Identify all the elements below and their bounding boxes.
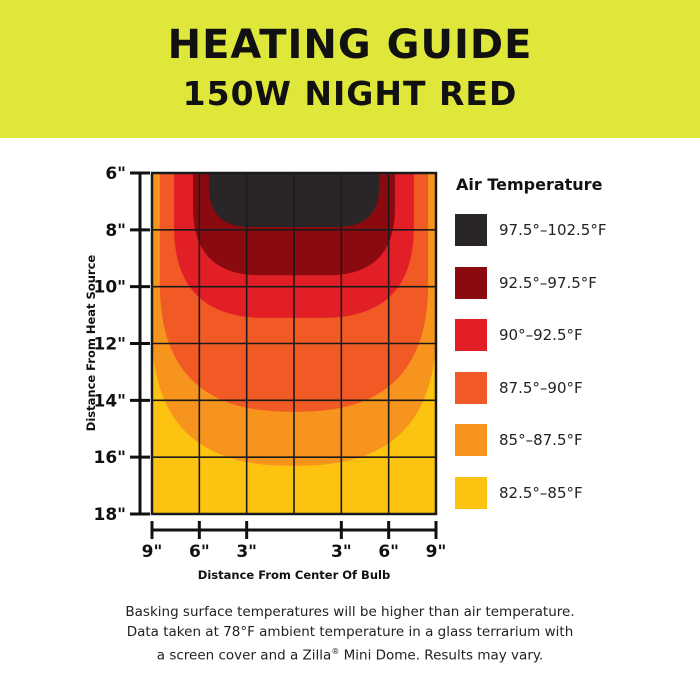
- y-tick-label: 14": [93, 391, 126, 411]
- legend-swatch: [455, 214, 487, 246]
- header-banner: HEATING GUIDE 150W NIGHT RED: [0, 0, 700, 138]
- x-axis-label: Distance From Center Of Bulb: [197, 568, 391, 582]
- grid-lines: [150, 171, 438, 516]
- page-subtitle: 150W NIGHT RED: [182, 74, 518, 113]
- plot-frame: [150, 171, 438, 516]
- registered-mark: ®: [331, 647, 340, 656]
- x-tick-label: 9": [426, 542, 447, 562]
- y-tick-label: 6": [105, 164, 126, 184]
- y-tick-label: 8": [105, 221, 126, 241]
- legend-label: 87.5°–90°F: [499, 378, 583, 397]
- y-tick-label: 12": [93, 335, 126, 355]
- x-tick-label: 6": [189, 542, 210, 562]
- footnote-line-2: Data taken at 78°F ambient temperature i…: [126, 624, 574, 640]
- footnote-line-3-end: Mini Dome. Results may vary.: [339, 647, 544, 664]
- x-tick-label: 9": [142, 542, 163, 562]
- legend-label: 82.5°–85°F: [499, 483, 583, 502]
- footnote-line-3: a screen cover and a Zilla® Mini Dome. R…: [0, 642, 700, 666]
- x-tick-label: 3": [331, 542, 352, 562]
- y-tick-label: 10": [93, 278, 126, 298]
- legend-label: 90°–92.5°F: [499, 326, 583, 344]
- legend-swatch: [455, 424, 487, 456]
- legend-swatch: [455, 266, 487, 299]
- legend-swatch: [455, 371, 487, 404]
- y-tick-label: 18": [93, 505, 126, 525]
- footnote: Basking surface temperatures will be hig…: [0, 602, 700, 666]
- x-tick-label: 3": [236, 542, 257, 562]
- legend-swatch: [455, 476, 487, 509]
- axes: [130, 171, 438, 539]
- legend-label: 85°–87.5°F: [499, 431, 583, 449]
- legend-title: Air Temperature: [456, 175, 603, 194]
- x-tick-label: 6": [378, 542, 399, 562]
- footnote-line-3-start: a screen cover and a Zilla: [156, 647, 332, 664]
- legend-label: 97.5°–102.5°F: [499, 221, 607, 239]
- footnote-line-1: Basking surface temperatures will be hig…: [125, 604, 575, 620]
- tick-labels: 6" 8" 10" 12" 14" 16" 18" 9" 6" 3" 3" 6" 9": [93, 164, 446, 562]
- legend-swatch: [455, 319, 487, 351]
- y-axis-label: Distance From Heat Source: [84, 254, 98, 432]
- y-tick-label: 16": [93, 448, 126, 468]
- legend-label: 92.5°–97.5°F: [499, 273, 597, 292]
- page-title: HEATING GUIDE: [167, 22, 533, 68]
